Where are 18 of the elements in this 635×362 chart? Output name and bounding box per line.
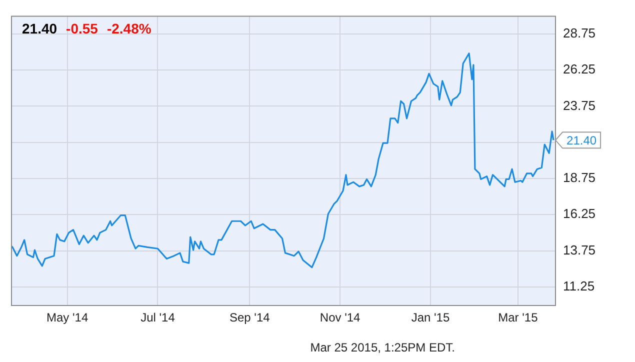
text: Mar 25 2015, 1:25PM EDT.: [310, 340, 455, 354]
y-tick-label: 28.75: [563, 25, 596, 40]
y-tick-label: 18.75: [563, 170, 596, 186]
x-tick-label: Jul '14: [140, 310, 176, 325]
y-tick-label: 16.25: [563, 206, 596, 222]
annotation: 21.40: [22, 20, 58, 37]
y-tick-label: 23.75: [563, 98, 596, 113]
y-tick-label: 11.25: [563, 278, 595, 294]
y-tick-label: 13.75: [563, 242, 596, 258]
x-tick-label: May '14: [46, 310, 88, 325]
x-tick-label: Sep '14: [229, 310, 270, 325]
x-tick-label: Mar '15: [498, 310, 538, 325]
annotation: 21.40: [566, 133, 597, 148]
x-tick-label: Nov '14: [320, 310, 361, 325]
annotation: -0.55: [66, 20, 98, 37]
annotation: -2.48%: [106, 20, 152, 37]
y-tick-label: 26.25: [563, 62, 596, 77]
x-tick-label: Jan '15: [411, 310, 450, 325]
